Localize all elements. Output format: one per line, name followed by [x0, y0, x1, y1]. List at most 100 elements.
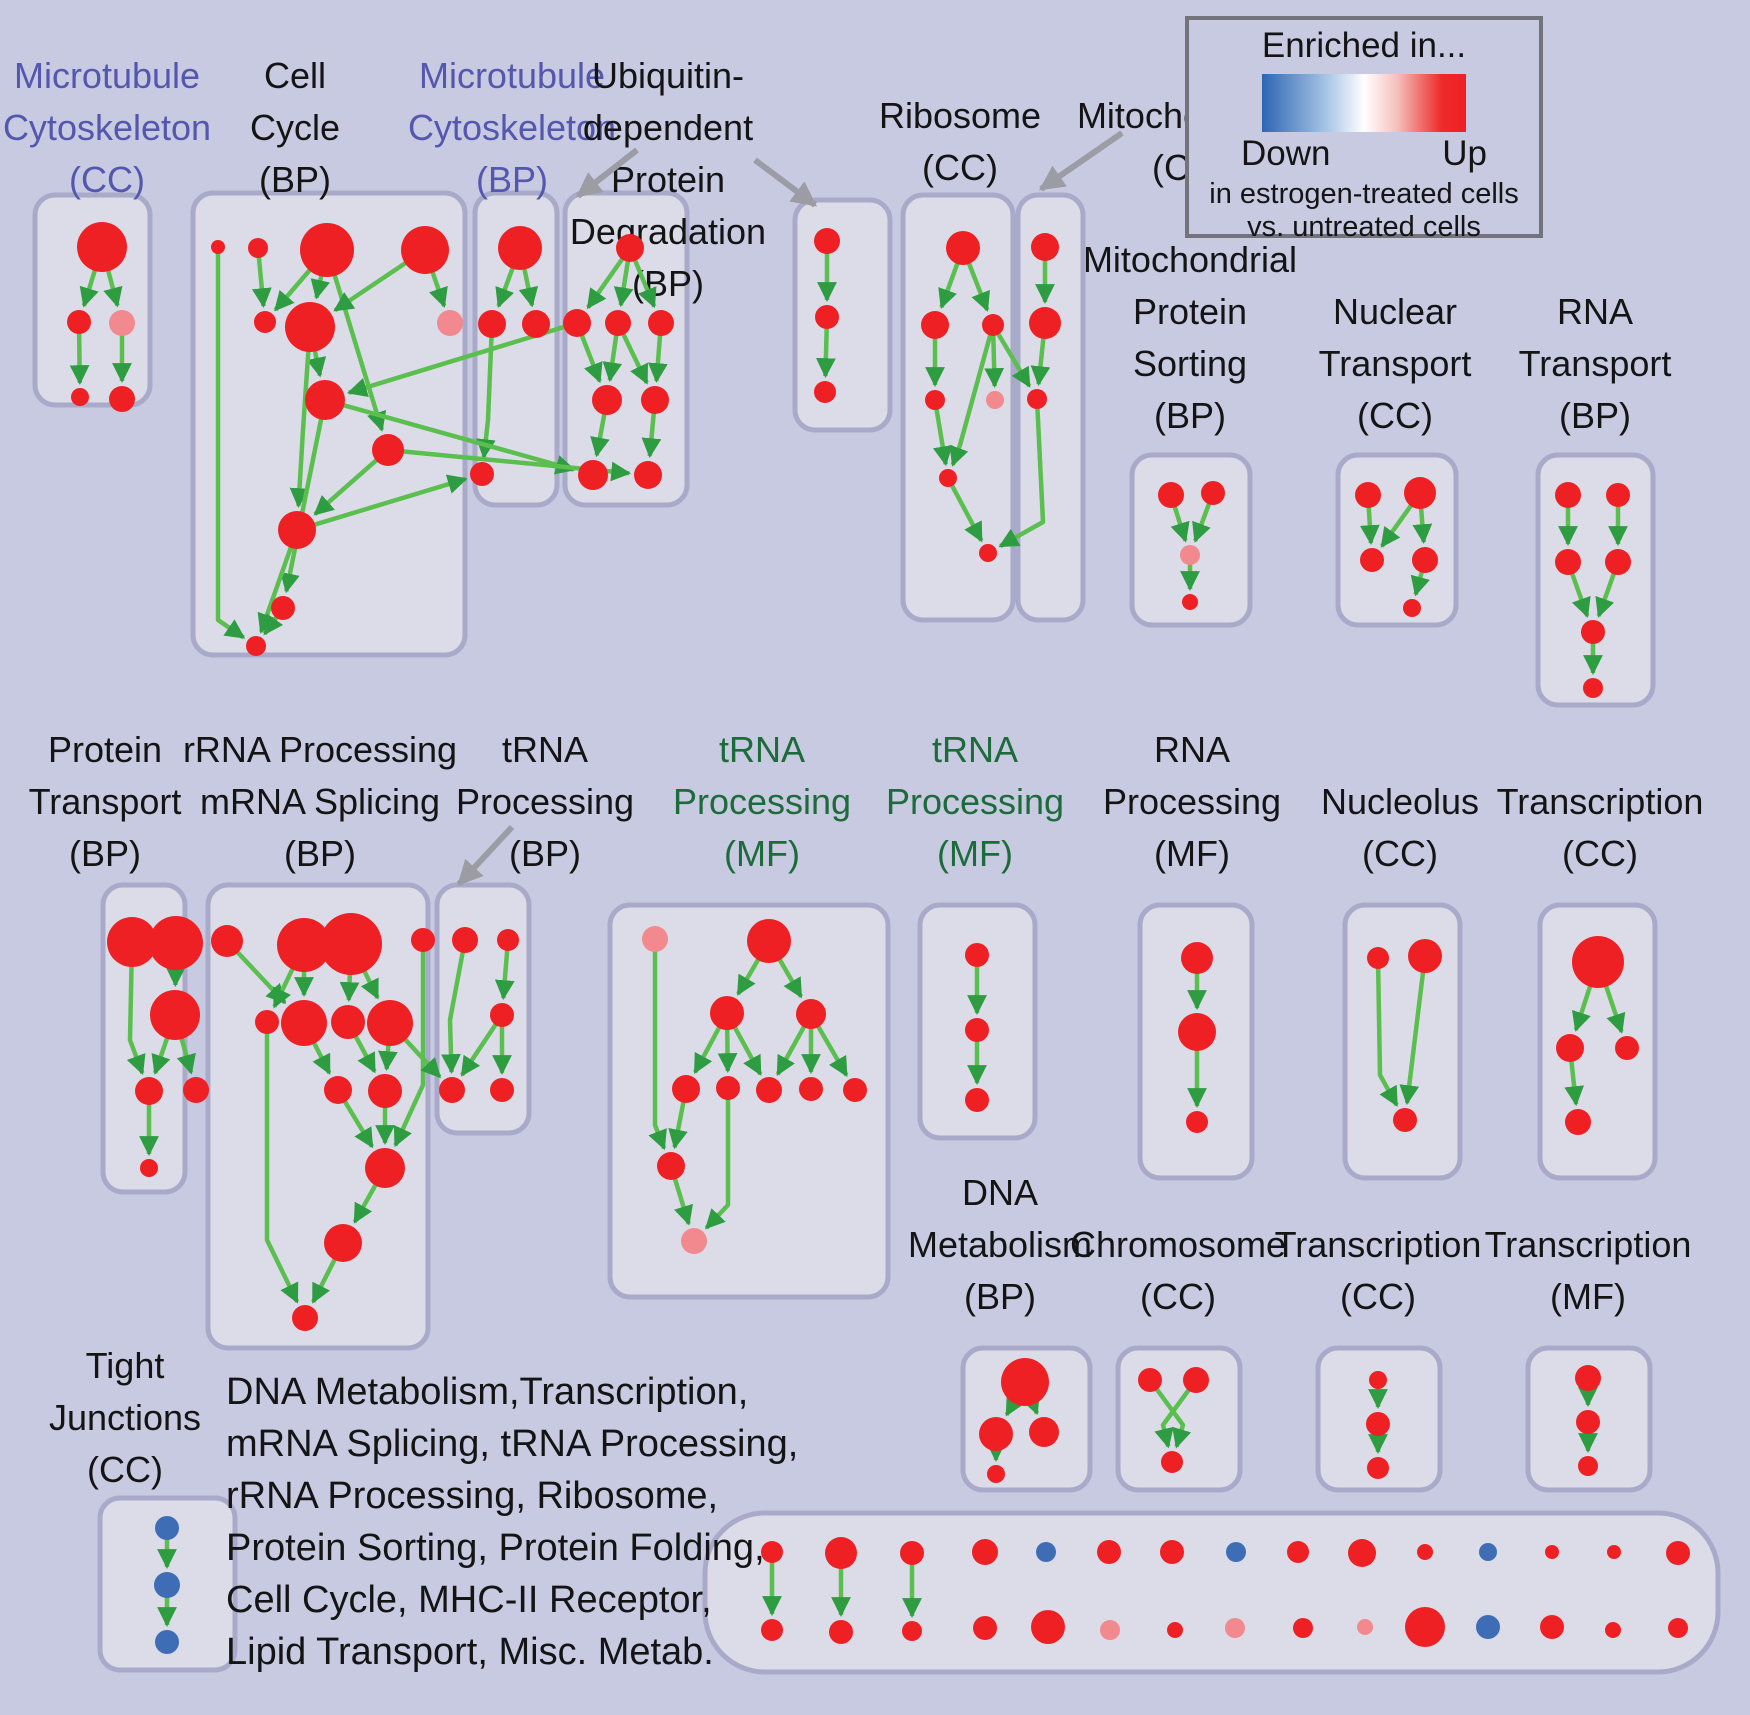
- cluster-label-mitochondrial-protein-sorting-bp-line-0: Mitochondrial: [1083, 239, 1297, 280]
- cluster-label-trna-processing-mf-large-line-1: Processing: [673, 781, 851, 822]
- cluster-label-transcription-mf-line-1: (MF): [1550, 1276, 1626, 1317]
- legend-caption-line-2: vs. untreated cells: [1247, 211, 1481, 243]
- go-term-node-ts3: [965, 1088, 989, 1112]
- go-term-node-bt9: [1287, 1541, 1309, 1563]
- go-term-node-k11: [681, 1228, 707, 1254]
- go-term-node-g3: [320, 913, 382, 975]
- go-term-node-u8: [634, 461, 662, 489]
- legend-caption-line-1: in estrogen-treated cells: [1209, 178, 1519, 210]
- go-term-node-bt4: [972, 1539, 998, 1565]
- cluster-box-mitochondrion-cc: [1015, 192, 1086, 623]
- nodes-layer: [67, 222, 1690, 1654]
- go-term-node-t3: [1027, 389, 1047, 409]
- go-term-node-w2: [1606, 483, 1630, 507]
- go-term-node-g13: [292, 1305, 318, 1331]
- go-term-node-mb4: [470, 462, 494, 486]
- go-term-node-bb5: [1031, 1610, 1065, 1644]
- go-term-node-r1: [946, 231, 980, 265]
- go-term-node-bt13: [1545, 1545, 1559, 1559]
- cluster-label-tight-junctions-cc-line-2: (CC): [87, 1449, 163, 1490]
- cluster-box-ubiquitin-degradation-box-2: [792, 197, 893, 433]
- cluster-label-rna-processing-mf-line-1: Processing: [1103, 781, 1281, 822]
- legend-endpoint-labels: Down Up: [1189, 134, 1539, 174]
- go-term-node-bb14: [1605, 1622, 1621, 1638]
- go-term-node-q5: [1403, 599, 1421, 617]
- cluster-label-trna-processing-mf-small-line-2: (MF): [937, 833, 1013, 874]
- legend-box: Enriched in... Down Up in estrogen-treat…: [1185, 16, 1543, 243]
- go-term-node-tc3: [1615, 1036, 1639, 1060]
- edge-cc_a-cc_l: [215, 247, 246, 640]
- go-term-node-v3: [814, 381, 836, 403]
- go-term-node-tb3: [490, 1003, 514, 1027]
- go-term-node-s1: [1158, 482, 1184, 508]
- go-term-node-g5: [255, 1010, 279, 1034]
- cluster-nucleolus-cc: Nucleolus (CC): [1321, 781, 1479, 1181]
- go-term-node-xc3: [1367, 1457, 1389, 1479]
- go-term-node-cc_b: [248, 238, 268, 258]
- cluster-microtubule-cytoskeleton-bp: Microtubule Cytoskeleton (BP): [408, 55, 616, 508]
- go-term-node-k1: [642, 926, 668, 952]
- edge-r6-r7: [946, 476, 984, 543]
- go-term-node-bt2: [825, 1537, 857, 1569]
- go-term-node-bb6: [1100, 1620, 1120, 1640]
- go-term-node-tc1: [1572, 936, 1624, 988]
- go-term-node-q4: [1412, 547, 1438, 573]
- go-term-node-r4: [925, 390, 945, 410]
- cluster-label-rna-processing-mf-line-2: (MF): [1154, 833, 1230, 874]
- edge-r4-r6: [932, 399, 953, 467]
- go-term-node-bt8: [1226, 1542, 1246, 1562]
- edge-cc_c-cc_i: [324, 249, 387, 432]
- go-term-node-cc_l: [246, 636, 266, 656]
- go-term-node-bb2: [829, 1620, 853, 1644]
- cluster-label-rna-transport-bp-line-1: Transport: [1519, 343, 1672, 384]
- legend-up-label: Up: [1442, 134, 1487, 173]
- go-term-node-nl1: [1367, 947, 1389, 969]
- go-term-node-w6: [1583, 678, 1603, 698]
- edges-layer: [69, 241, 1628, 1627]
- go-term-node-mb1: [498, 226, 542, 270]
- go-term-node-k10: [657, 1152, 685, 1180]
- go-term-node-u6: [641, 386, 669, 414]
- go-term-node-g2: [277, 918, 331, 972]
- cluster-label-ribosome-cc-line-1: (CC): [922, 147, 998, 188]
- label-pointer-arrow-1: [753, 157, 818, 208]
- cluster-ubiquitin-degradation-box-2: [792, 197, 893, 433]
- cluster-label-cell-cycle-bp-line-2: (BP): [259, 159, 331, 200]
- edge-r3-t3: [991, 323, 1032, 388]
- go-term-node-g11: [365, 1148, 405, 1188]
- go-term-node-p1: [107, 917, 157, 967]
- go-term-node-bt5: [1036, 1542, 1056, 1562]
- go-term-node-ts1: [965, 943, 989, 967]
- cluster-label-mitochondrial-protein-sorting-bp-line-3: (BP): [1154, 395, 1226, 436]
- go-term-node-ym3: [1578, 1456, 1598, 1476]
- go-term-node-g6: [281, 1000, 327, 1046]
- edge-r3-r6: [949, 324, 996, 467]
- go-term-node-cc_i: [372, 434, 404, 466]
- go-term-node-u1: [616, 234, 644, 262]
- cluster-label-transcription-cc-mid-line-0: Transcription: [1497, 781, 1704, 822]
- go-term-node-q2: [1404, 477, 1436, 509]
- cluster-label-trna-processing-bp-line-1: Processing: [456, 781, 634, 822]
- go-term-node-bt1: [761, 1541, 783, 1563]
- go-term-node-bt15: [1666, 1541, 1690, 1565]
- go-term-node-mtcc5: [109, 386, 135, 412]
- go-term-node-g10: [368, 1074, 402, 1108]
- cluster-label-microtubule-cytoskeleton-cc-line-0: Microtubule: [14, 55, 200, 96]
- go-term-node-u2: [563, 309, 591, 337]
- go-term-node-bb10: [1357, 1619, 1373, 1635]
- label-pointer-arrow-0: [576, 147, 639, 199]
- go-term-node-bb8: [1225, 1618, 1245, 1638]
- go-term-node-tj3: [155, 1630, 179, 1654]
- go-term-node-w1: [1555, 482, 1581, 508]
- cluster-label-transcription-cc-mid-line-1: (CC): [1562, 833, 1638, 874]
- go-term-node-g8: [367, 1000, 413, 1046]
- go-term-node-ts2: [965, 1018, 989, 1042]
- go-term-node-k2: [747, 919, 791, 963]
- go-term-node-tb2: [497, 929, 519, 951]
- edge-g5-g13: [264, 1022, 300, 1304]
- edge-t3-r7: [998, 398, 1046, 549]
- go-term-node-r2: [921, 311, 949, 339]
- go-term-node-bb13: [1540, 1615, 1564, 1639]
- go-term-node-t1: [1031, 233, 1059, 261]
- misc-text-line: mRNA Splicing, tRNA Processing,: [226, 1423, 799, 1465]
